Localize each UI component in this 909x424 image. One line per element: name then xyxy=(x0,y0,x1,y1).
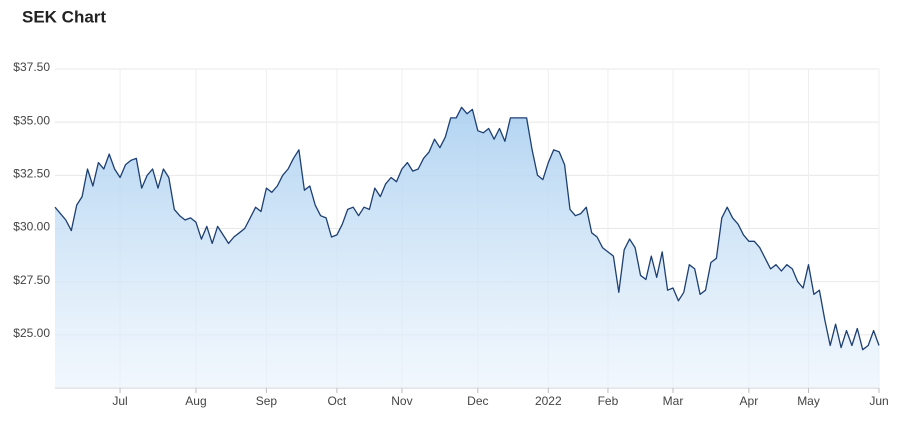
y-tick-label: $35.00 xyxy=(13,113,50,127)
y-tick-label: $37.50 xyxy=(13,60,50,74)
y-tick-label: $25.00 xyxy=(13,326,50,340)
y-tick-label: $30.00 xyxy=(13,220,50,234)
price-line xyxy=(54,106,880,351)
x-tick-label: Mar xyxy=(663,394,684,408)
x-tick-label: Aug xyxy=(185,394,206,408)
y-tick-label: $27.50 xyxy=(13,273,50,287)
x-tick-label: Feb xyxy=(598,394,619,408)
x-tick-label: Nov xyxy=(391,394,412,408)
x-tick-label: 2022 xyxy=(535,394,562,408)
x-tick-label: Apr xyxy=(740,394,759,408)
chart-title: SEK Chart xyxy=(22,7,106,26)
x-tick-label: Jul xyxy=(112,394,127,408)
x-tick-label: May xyxy=(797,394,820,408)
x-tick-label: Oct xyxy=(328,394,347,408)
x-tick-label: Jun xyxy=(869,394,888,408)
area xyxy=(55,107,879,389)
x-tick-label: Sep xyxy=(256,394,278,408)
y-tick-label: $32.50 xyxy=(13,167,50,181)
x-tick-label: Dec xyxy=(467,394,488,408)
